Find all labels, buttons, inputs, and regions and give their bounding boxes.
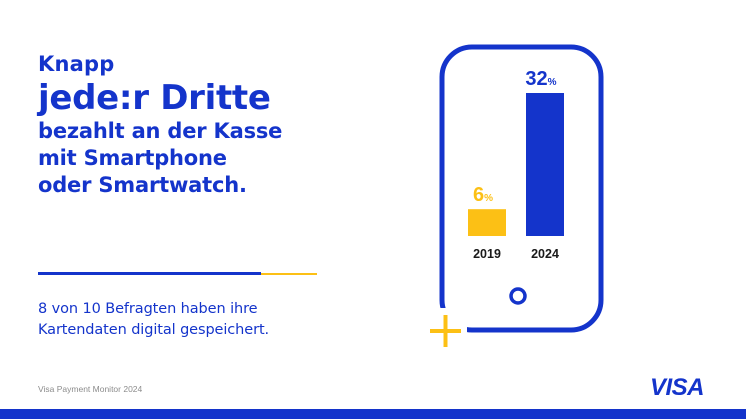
visa-logo: VISA: [650, 374, 705, 401]
home-button-icon: [509, 287, 527, 305]
category-label-2019: 2019: [473, 247, 501, 261]
divider-blue: [38, 272, 261, 275]
phone-outline: [439, 44, 604, 333]
source-note: Visa Payment Monitor 2024: [38, 384, 143, 394]
value-label-2024: 32%: [525, 68, 556, 90]
headline-line-3: bezahlt an der Kasse: [38, 119, 283, 143]
category-label-2024: 2024: [531, 247, 559, 261]
statement-line-1: 8 von 10 Befragten haben ihre: [38, 301, 258, 317]
bottom-bar: [0, 409, 746, 419]
headline: Knapp jede:r Dritte bezahlt an der Kasse…: [38, 50, 282, 199]
chart-bars: 6% 2019 32% 2024: [468, 68, 564, 261]
headline-line-5: oder Smartwatch.: [38, 173, 247, 197]
bar-2024: [526, 93, 564, 236]
headline-line-2: jede:r Dritte: [38, 78, 271, 118]
statement: 8 von 10 Befragten haben ihre Kartendate…: [38, 299, 269, 341]
plus-icon: [430, 315, 461, 347]
headline-line-1: Knapp: [38, 52, 115, 76]
headline-line-4: mit Smartphone: [38, 146, 227, 170]
unit-label: %: [548, 77, 557, 88]
divider-yellow: [261, 273, 317, 275]
statement-line-2: Kartendaten digital gespeichert.: [38, 322, 270, 338]
value-label-2019: 6%: [473, 184, 493, 206]
bar-2019: [468, 209, 506, 236]
unit-label: %: [484, 193, 493, 204]
